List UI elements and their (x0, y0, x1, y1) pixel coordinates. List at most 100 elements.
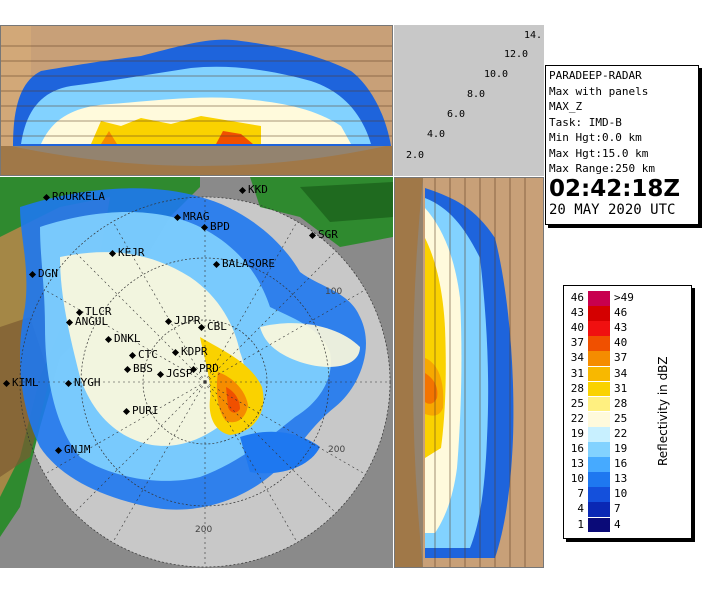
legend-low-value: 28 (570, 381, 584, 395)
legend-low-value: 46 (570, 291, 584, 304)
legend-high-value: 16 (614, 457, 628, 471)
legend-swatch (588, 457, 610, 472)
city-rourkela: ROURKELA (42, 190, 105, 203)
observation-time: 02:42:18Z (549, 175, 681, 202)
height-label-14: 14. (524, 30, 543, 41)
legend-swatch (588, 336, 610, 352)
city-marker-icon (42, 193, 51, 201)
city-label: PURI (132, 404, 159, 417)
legend-low-value: 31 (570, 366, 584, 380)
height-label-12: 12.0 (504, 49, 529, 60)
city-puri: PURI (122, 404, 159, 417)
legend-high-value: 46 (614, 306, 628, 320)
ring-label-200-east: 200 (328, 445, 346, 455)
legend-high-value: 4 (614, 517, 621, 531)
field-name: MAX_Z (549, 100, 583, 113)
city-marker-icon (189, 365, 198, 373)
city-dnkl: DNKL (104, 332, 141, 345)
city-dgn: DGN (28, 267, 58, 280)
city-label: KKD (248, 183, 268, 196)
city-kkd: KKD (238, 183, 268, 196)
legend-high-value: 31 (614, 381, 628, 395)
city-sgr: SGR (308, 228, 338, 241)
radar-name: PARADEEP-RADAR (549, 69, 642, 82)
legend-swatch (588, 442, 610, 457)
city-label: GNJM (64, 443, 91, 456)
city-label: JGSP (166, 367, 193, 380)
legend-high-value: 22 (614, 426, 628, 440)
product-name: Max with panels (549, 84, 649, 98)
legend-high-value: 43 (614, 321, 628, 335)
legend-row: 19 22 (568, 426, 628, 442)
legend-swatch (588, 381, 610, 397)
legend-low-value: 7 (577, 487, 584, 501)
city-marker-icon (65, 318, 74, 326)
city-marker-icon (308, 231, 317, 239)
legend-swatch (588, 426, 610, 442)
city-label: JJPR (174, 314, 201, 327)
city-kdpr: KDPR (171, 345, 208, 358)
city-marker-icon (2, 379, 11, 387)
legend-swatch (588, 472, 610, 487)
legend-row: 46 >49 (568, 291, 634, 306)
task-name: Task: IMD-B (549, 115, 622, 129)
legend-swatch (588, 487, 610, 503)
legend-high-value: 13 (614, 472, 628, 486)
legend-high-value: 25 (614, 411, 628, 425)
city-kejr: KEJR (108, 246, 145, 259)
height-label-4: 4.0 (427, 129, 446, 140)
legend-high-value: 19 (614, 442, 628, 455)
height-label-2: 2.0 (406, 150, 425, 161)
city-marker-icon (171, 348, 180, 356)
legend-swatch (588, 306, 610, 321)
legend-low-value: 4 (577, 502, 584, 516)
right-height-svg (395, 178, 543, 567)
city-label: BBS (133, 362, 153, 375)
ring-label-200-south: 200 (195, 525, 213, 535)
top-height-panel (0, 25, 393, 176)
radar-map-panel: 100 200 200 ROURKELA KKD MRAG BPD SGR KE… (0, 177, 393, 568)
city-marker-icon (173, 213, 182, 221)
city-marker-icon (122, 407, 131, 415)
city-label: NYGH (74, 376, 101, 389)
city-label: BPD (210, 220, 230, 233)
min-height: Min Hgt:0.0 km (549, 131, 642, 144)
city-label: ANGUL (75, 315, 109, 328)
city-gnjm: GNJM (54, 443, 91, 456)
city-marker-icon (197, 323, 206, 331)
max-range: Max Range:250 km (549, 162, 655, 175)
legend-swatch (588, 366, 610, 382)
top-height-svg (1, 26, 392, 175)
city-mrag: MRAG (173, 210, 210, 223)
legend-low-value: 16 (570, 442, 584, 455)
legend-row: 10 13 (568, 472, 628, 487)
legend-low-value: 19 (570, 426, 584, 440)
height-label-8: 8.0 (467, 89, 486, 100)
city-label: PRD (199, 362, 219, 375)
legend-high-value: 37 (614, 351, 628, 365)
max-height: Max Hgt:15.0 km (549, 146, 649, 160)
legend-swatch (588, 411, 610, 427)
legend-low-value: 13 (570, 457, 584, 471)
legend-swatch (588, 321, 610, 336)
city-label: SGR (318, 228, 338, 241)
city-tlcr: TLCR (75, 305, 112, 318)
city-label: MRAG (183, 210, 210, 223)
legend-row: 40 43 (568, 321, 628, 336)
legend-row: 28 31 (568, 381, 628, 397)
city-label: CTC (138, 348, 158, 361)
legend-swatch (588, 396, 610, 412)
city-nygh: NYGH (64, 376, 101, 389)
legend-low-value: 25 (570, 396, 584, 410)
city-bbs: BBS (123, 362, 153, 375)
legend-low-value: 10 (570, 472, 584, 486)
city-marker-icon (64, 379, 73, 387)
city-marker-icon (54, 446, 63, 454)
observation-date: 20 MAY 2020 UTC (549, 201, 676, 218)
city-label: KDPR (181, 345, 208, 358)
legend-high-value: 40 (614, 336, 628, 350)
height-label-6: 6.0 (447, 109, 466, 120)
legend-low-value: 43 (570, 306, 584, 320)
